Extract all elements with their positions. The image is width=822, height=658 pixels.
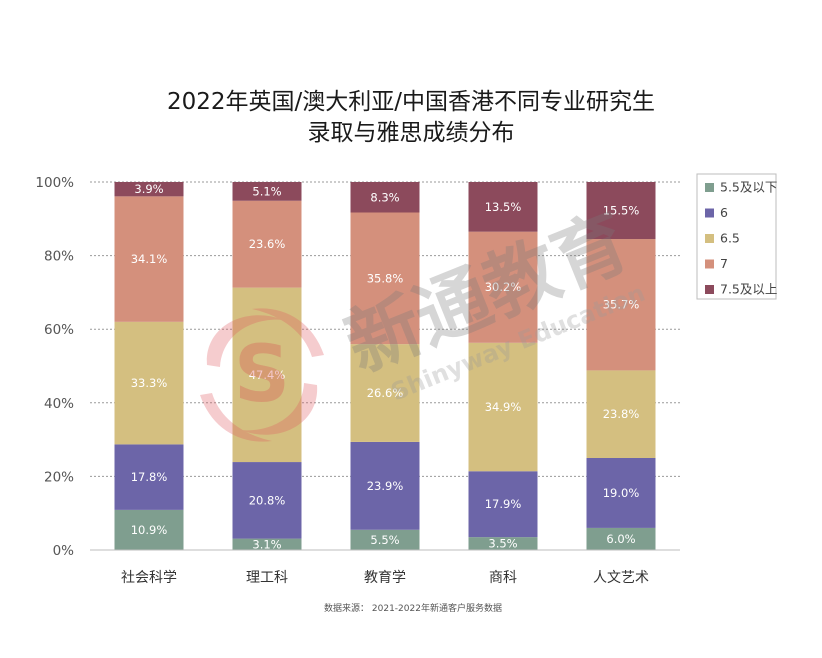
- data-label: 17.9%: [485, 497, 522, 511]
- bar-segment: [350, 441, 420, 530]
- data-label: 34.9%: [485, 400, 522, 414]
- data-label: 34.1%: [131, 252, 168, 266]
- data-label: 5.5%: [370, 533, 399, 547]
- data-label: 20.8%: [249, 493, 286, 507]
- bar-segment: [468, 231, 538, 343]
- bar-segment: [114, 444, 184, 510]
- legend: 5.5及以下 6 6.5 7 7.5及以上: [696, 173, 777, 300]
- bar-segment: [114, 196, 184, 322]
- data-label: 6.0%: [606, 532, 635, 546]
- legend-swatch: [705, 183, 714, 192]
- bar-segment: [350, 529, 420, 550]
- bar-segment: [232, 200, 302, 288]
- bar-segment: [232, 462, 302, 539]
- y-tick-label: 20%: [44, 469, 74, 485]
- legend-swatch: [705, 234, 714, 243]
- bar-segment: [232, 287, 302, 463]
- data-label: 35.7%: [603, 298, 640, 312]
- bar-segment: [232, 182, 302, 201]
- bar-segment: [114, 182, 184, 197]
- data-label: 5.1%: [252, 184, 281, 198]
- data-label: 23.8%: [603, 407, 640, 421]
- bar-segment: [468, 471, 538, 538]
- data-label: 23.6%: [249, 237, 286, 251]
- x-category-label: 商科: [489, 570, 517, 586]
- bar-segment: [350, 212, 420, 345]
- bar-segment: [468, 182, 538, 232]
- x-axis: 社会科学 理工科 教育学 商科 人文艺术: [90, 549, 680, 586]
- watermark-logo-icon: S: [200, 308, 324, 442]
- bar-segment: [586, 527, 656, 550]
- x-category-label: 人文艺术: [593, 570, 649, 586]
- source-note: 数据来源： 2021-2022年新通客户服务数据: [324, 602, 502, 614]
- data-label: 3.5%: [488, 537, 517, 551]
- legend-label: 6.5: [720, 231, 740, 246]
- y-tick-label: 60%: [44, 322, 74, 338]
- y-tick-label: 0%: [53, 543, 75, 559]
- data-label: 3.1%: [252, 537, 281, 551]
- data-label: 17.8%: [131, 470, 168, 484]
- data-label: 10.9%: [131, 523, 168, 537]
- y-axis: 0% 20% 40% 60% 80% 100%: [35, 175, 74, 559]
- legend-label: 7.5及以上: [720, 282, 777, 297]
- bars: 10.9% 17.8% 33.3% 34.1% 3.9% 3.1% 20.8% 47.4% 23…: [114, 182, 656, 551]
- x-category-label: 教育学: [364, 570, 406, 586]
- data-label: 26.6%: [367, 386, 404, 400]
- data-label: 15.5%: [603, 204, 640, 218]
- legend-swatch: [705, 259, 714, 269]
- legend-label: 6: [720, 205, 728, 220]
- svg-text:S: S: [234, 330, 290, 420]
- bar-segment: [350, 182, 420, 213]
- data-label: 33.3%: [131, 376, 168, 390]
- chart-title-line-2: 录取与雅思成绩分布: [308, 120, 515, 146]
- bar-segment: [586, 239, 656, 371]
- bar-segment: [586, 182, 656, 240]
- bar-segment: [586, 458, 656, 528]
- data-label: 3.9%: [134, 182, 163, 196]
- legend-label: 5.5及以下: [720, 180, 777, 195]
- legend-swatch: [705, 208, 714, 218]
- x-category-label: 社会科学: [121, 570, 177, 586]
- bar-segment: [586, 370, 656, 458]
- data-label: 23.9%: [367, 479, 404, 493]
- data-label: 35.8%: [367, 271, 404, 285]
- bar-segment: [468, 342, 538, 472]
- y-tick-label: 100%: [35, 175, 74, 191]
- bar-segment: [232, 538, 302, 550]
- legend-label: 7: [720, 256, 728, 271]
- bar-segment: [350, 344, 420, 442]
- data-label: 8.3%: [370, 190, 399, 204]
- chart-title-line-1: 2022年英国/澳大利亚/中国香港不同专业研究生: [167, 89, 655, 115]
- data-label: 19.0%: [603, 486, 640, 500]
- data-label: 47.4%: [249, 368, 286, 382]
- bar-segment: [114, 509, 184, 550]
- x-category-label: 理工科: [246, 570, 288, 586]
- data-label: 13.5%: [485, 200, 522, 214]
- legend-swatch: [705, 285, 714, 294]
- bar-segment: [114, 321, 184, 445]
- data-label: 30.2%: [485, 280, 522, 294]
- y-tick-label: 80%: [44, 249, 74, 265]
- bar-segment: [468, 537, 538, 550]
- y-tick-label: 40%: [44, 396, 74, 412]
